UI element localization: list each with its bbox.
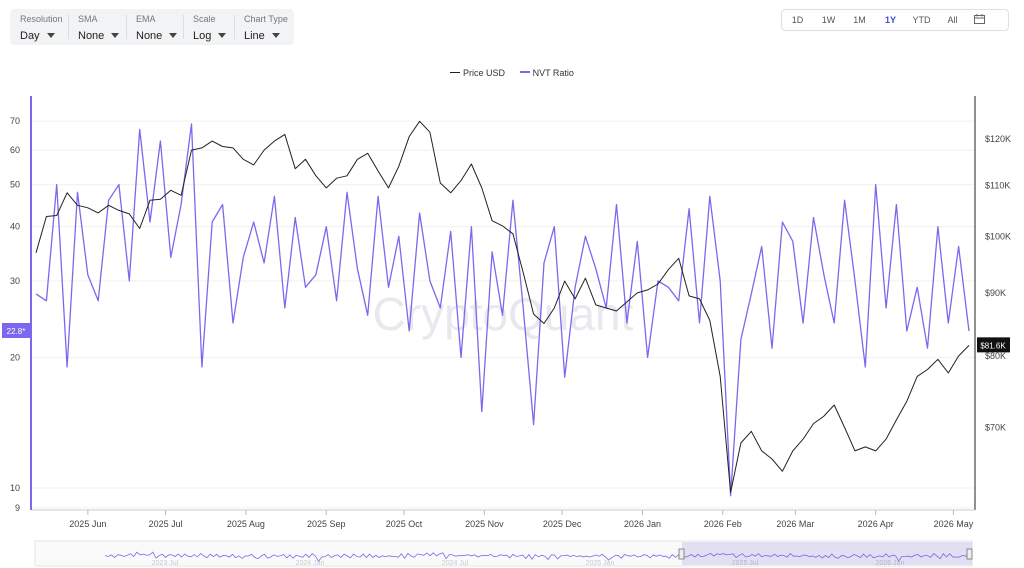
nvt-ratio-line: [35, 123, 970, 497]
resolution-value: Day: [20, 30, 40, 42]
chevron-down-icon: [271, 33, 280, 38]
y-right-tick-label: $80K: [985, 351, 1006, 361]
price-current-badge: [977, 337, 1010, 353]
y-right-tick-label: $110K: [985, 180, 1010, 190]
x-tick-label: 2025 Dec: [543, 519, 582, 529]
y-left-tick-label: 50: [10, 180, 20, 190]
legend-swatch-price: [450, 72, 461, 73]
chart-legend: Price USD NVT Ratio: [0, 68, 1024, 78]
navigator-series-line: [104, 551, 973, 563]
scale-select[interactable]: Scale Log: [183, 9, 234, 45]
legend-label-nvt: NVT Ratio: [532, 68, 574, 78]
sma-value: None: [78, 30, 105, 42]
navigator-selection[interactable]: [682, 542, 972, 565]
y-left-tick-label: 10: [10, 483, 20, 493]
sma-label: SMA: [78, 14, 98, 24]
y-right-tick-label: $90K: [985, 288, 1006, 298]
ema-select[interactable]: EMA None: [126, 9, 183, 45]
navigator-handle-right[interactable]: [966, 548, 973, 560]
navigator-label: 2025 Jan: [586, 560, 615, 567]
x-tick-label: 2025 Nov: [465, 519, 504, 529]
navigator-label: 2023 Jul: [152, 560, 179, 567]
y-left-tick-label: 9: [15, 503, 20, 513]
x-tick-label: 2026 Mar: [776, 519, 814, 529]
range-ytd-button[interactable]: YTD: [912, 15, 931, 25]
range-all-button[interactable]: All: [947, 15, 958, 25]
navigator[interactable]: [34, 540, 973, 567]
price-usd-line: [35, 120, 970, 493]
navigator-handle-left[interactable]: [678, 548, 685, 560]
y-right-tick-label: $120K: [985, 134, 1011, 144]
y-right-tick-label: $100K: [985, 231, 1011, 241]
resolution-select[interactable]: Resolution Day: [10, 9, 68, 45]
sma-select[interactable]: SMA None: [68, 9, 126, 45]
legend-swatch-nvt: [519, 71, 530, 73]
x-tick-label: 2026 May: [934, 519, 974, 529]
range-1m-button[interactable]: 1M: [853, 15, 866, 25]
y-right-tick-label: $70K: [985, 422, 1006, 432]
y-left-tick-label: 70: [10, 116, 20, 126]
y-left-tick-label: 60: [10, 145, 20, 155]
chevron-down-icon: [169, 33, 178, 38]
legend-item-nvt[interactable]: NVT Ratio: [519, 68, 574, 78]
nvt-current-value: 22.8*: [7, 327, 26, 336]
x-tick-label: 2025 Sep: [307, 519, 346, 529]
chevron-down-icon: [46, 33, 55, 38]
navigator-label: 2024 Jul: [442, 560, 469, 567]
scale-label: Scale: [193, 14, 216, 24]
x-tick-label: 2026 Apr: [858, 519, 894, 529]
legend-label-price: Price USD: [463, 68, 506, 78]
navigator-label: 2025 Jul: [732, 560, 759, 567]
x-tick-label: 2025 Jul: [149, 519, 183, 529]
x-tick-label: 2025 Oct: [386, 519, 423, 529]
x-tick-label: 2026 Feb: [704, 519, 742, 529]
range-1w-button[interactable]: 1W: [821, 15, 836, 25]
chart-type-value: Line: [244, 30, 265, 42]
chart-controls: Resolution Day SMA None EMA None Scale L…: [10, 9, 294, 45]
y-left-tick-label: 30: [10, 276, 20, 286]
y-left-tick-label: 20: [10, 352, 20, 362]
y-left-tick-label: 40: [10, 222, 20, 232]
resolution-label: Resolution: [20, 14, 63, 24]
range-1y-button[interactable]: 1Y: [884, 15, 896, 25]
chart-type-label: Chart Type: [244, 14, 288, 24]
calendar-icon[interactable]: [968, 11, 990, 29]
navigator-label: 2024 Jan: [296, 560, 325, 567]
legend-item-price[interactable]: Price USD: [450, 68, 505, 78]
x-tick-label: 2026 Jan: [624, 519, 661, 529]
chevron-down-icon: [111, 33, 120, 38]
range-1d-button[interactable]: 1D: [791, 15, 804, 25]
ema-label: EMA: [136, 14, 156, 24]
navigator-label: 2026 Jan: [876, 560, 905, 567]
scale-value: Log: [193, 30, 212, 42]
x-tick-label: 2025 Aug: [227, 519, 265, 529]
nvt-current-badge: [2, 323, 30, 339]
x-tick-label: 2025 Jun: [69, 519, 106, 529]
range-selector: 1D 1W 1M 1Y YTD All: [781, 9, 1009, 31]
price-current-value: $81.6K: [980, 341, 1006, 350]
chart-type-select[interactable]: Chart Type Line: [234, 9, 294, 45]
chevron-down-icon: [218, 33, 227, 38]
ema-value: None: [136, 30, 163, 42]
